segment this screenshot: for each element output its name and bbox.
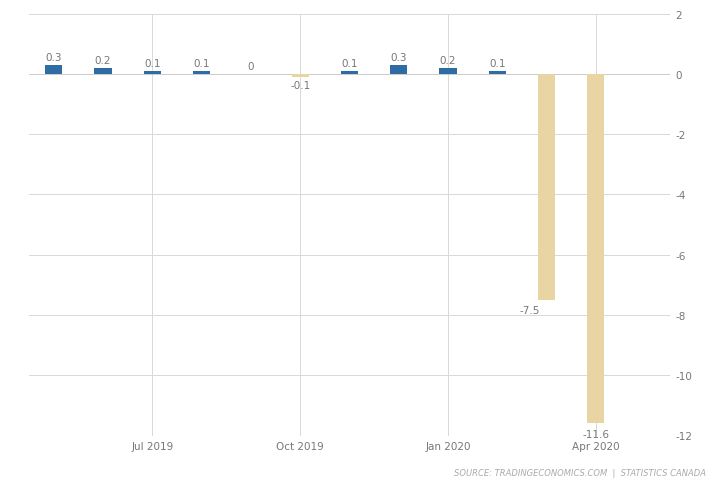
Text: -7.5: -7.5 — [519, 306, 539, 316]
Bar — [95, 69, 111, 75]
Text: 0.3: 0.3 — [390, 53, 407, 62]
Bar — [341, 72, 358, 75]
Text: 0.2: 0.2 — [440, 56, 456, 66]
Bar — [143, 72, 161, 75]
Text: 0.1: 0.1 — [489, 59, 505, 69]
Text: -0.1: -0.1 — [290, 81, 310, 91]
Text: 0.2: 0.2 — [95, 56, 111, 66]
Bar — [45, 66, 63, 75]
Text: 0.1: 0.1 — [341, 59, 357, 69]
Text: 0.1: 0.1 — [144, 59, 161, 69]
Bar — [587, 75, 604, 424]
Bar — [440, 69, 456, 75]
Text: 0.3: 0.3 — [46, 53, 62, 62]
Bar — [488, 72, 506, 75]
Text: SOURCE: TRADINGECONOMICS.COM  |  STATISTICS CANADA: SOURCE: TRADINGECONOMICS.COM | STATISTIC… — [454, 468, 706, 477]
Bar — [390, 66, 408, 75]
Bar — [193, 72, 210, 75]
Bar — [538, 75, 555, 300]
Text: -11.6: -11.6 — [582, 429, 609, 439]
Bar — [291, 75, 309, 78]
Text: 0.1: 0.1 — [194, 59, 210, 69]
Text: 0: 0 — [248, 61, 254, 72]
